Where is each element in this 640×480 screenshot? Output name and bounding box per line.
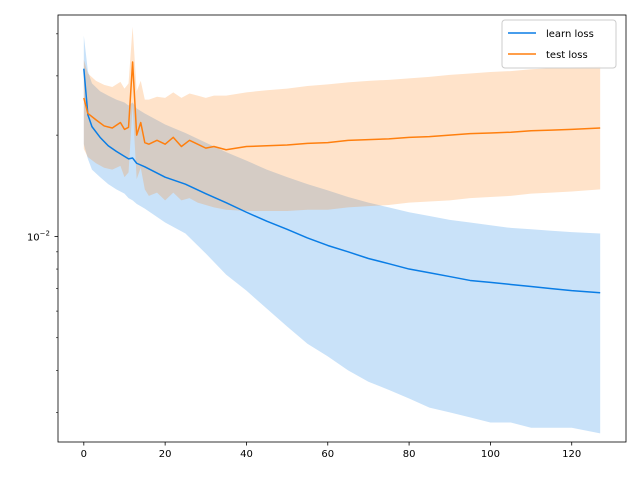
y-tick-label: 10−2 [27, 229, 50, 243]
x-tick-label: 80 [403, 449, 416, 460]
line-test-loss [83, 61, 601, 151]
x-tick-label: 40 [240, 449, 253, 460]
legend: learn loss test loss [501, 19, 617, 69]
legend-label-learn-loss: learn loss [546, 29, 594, 40]
series-lines [83, 61, 601, 294]
y-tick-label-base: 10 [27, 232, 40, 243]
axes-frame [57, 14, 627, 443]
x-tick-label: 0 [81, 449, 87, 460]
legend-label-test-loss: test loss [546, 50, 588, 61]
x-tick-label: 120 [562, 449, 581, 460]
y-tick-label-exponent: −2 [40, 229, 50, 237]
legend-box [501, 19, 617, 69]
x-tick-label: 100 [481, 449, 500, 460]
x-tick-label: 60 [321, 449, 334, 460]
x-tick-label: 20 [159, 449, 172, 460]
line-learn-loss [83, 68, 601, 294]
band-learn-loss [83, 35, 601, 434]
band-test-loss [83, 26, 601, 212]
x-axis-ticks: 0 20 40 60 80 100 120 [81, 442, 581, 460]
confidence-bands [83, 26, 601, 434]
